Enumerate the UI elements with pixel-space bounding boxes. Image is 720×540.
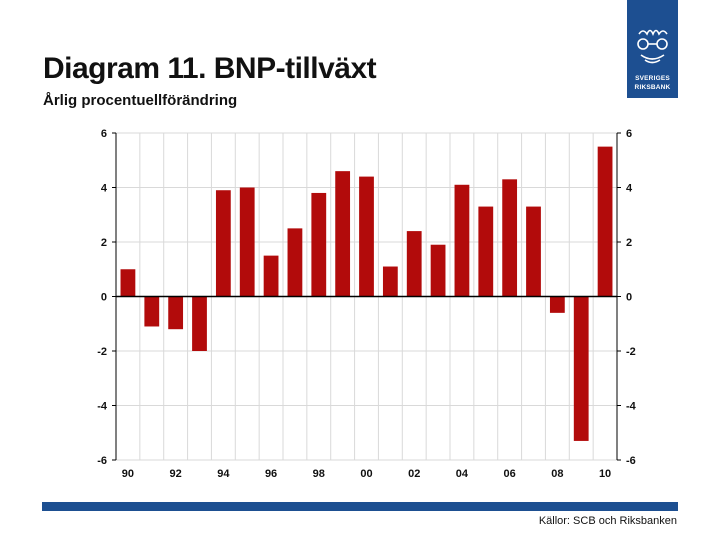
bar-1999 <box>335 171 351 297</box>
bar-1991 <box>144 296 160 327</box>
bar-2007 <box>526 206 541 297</box>
bar-2000 <box>359 176 374 297</box>
bar-2001 <box>382 266 398 297</box>
y-tick-label-left: -2 <box>97 346 107 358</box>
bar-chart: 6 64 42 20 0-2 -2-4 -4-6 -690 92 94 96 98 00 02 04 06 08… <box>97 128 637 480</box>
bar-1994 <box>215 190 231 297</box>
x-tick-label: 92 <box>170 468 182 480</box>
y-tick-label-left: -6 <box>97 455 107 467</box>
y-tick-label-left: 4 <box>101 183 108 195</box>
y-tick-label-right: 2 <box>626 237 632 249</box>
bar-1998 <box>311 192 327 297</box>
y-tick-label-right: 0 <box>626 292 632 304</box>
bar-1990 <box>120 269 136 297</box>
bar-2010 <box>597 146 613 297</box>
y-tick-label-right: 6 <box>626 128 632 140</box>
footer-bar <box>42 502 678 511</box>
bar-2009 <box>573 296 589 441</box>
x-tick-label: 04 <box>456 468 469 480</box>
x-tick-label: 00 <box>360 468 372 480</box>
x-tick-label: 08 <box>551 468 563 480</box>
y-tick-label-left: -4 <box>97 401 108 413</box>
riksbank-logo: SVERIGES RIKSBANK <box>627 0 678 98</box>
bar-2005 <box>478 206 494 297</box>
crown-emblem-icon <box>637 29 668 64</box>
x-tick-label: 02 <box>408 468 420 480</box>
bar-2006 <box>502 179 518 297</box>
y-tick-label-left: 0 <box>101 292 107 304</box>
y-tick-label-right: -6 <box>626 455 636 467</box>
chart-subtitle: Årlig procentuellförändring <box>43 92 238 109</box>
x-tick-label: 96 <box>265 468 277 480</box>
bar-1993 <box>192 296 207 351</box>
y-tick-label-right: -4 <box>626 401 637 413</box>
y-tick-label-right: 4 <box>626 183 633 195</box>
x-tick-label: 98 <box>313 468 325 480</box>
bar-1997 <box>287 228 303 297</box>
bar-2004 <box>454 184 470 297</box>
logo-text-line2: RIKSBANK <box>634 84 671 91</box>
y-tick-label-right: -2 <box>626 346 636 358</box>
x-tick-label: 90 <box>122 468 134 480</box>
x-tick-label: 94 <box>217 468 230 480</box>
bar-1992 <box>168 296 184 330</box>
bar-1995 <box>239 187 255 297</box>
source-note: Källor: SCB och Riksbanken <box>538 515 677 527</box>
bar-2008 <box>549 296 565 313</box>
x-tick-label: 10 <box>599 468 611 480</box>
logo-text-line1: SVERIGES <box>635 75 670 82</box>
bar-2003 <box>430 244 446 297</box>
bar-2002 <box>406 231 422 297</box>
x-tick-label: 06 <box>504 468 516 480</box>
bar-1996 <box>263 255 279 297</box>
y-tick-label-left: 6 <box>101 128 107 140</box>
chart-title: Diagram 11. BNP-tillväxt <box>43 52 377 85</box>
y-tick-label-left: 2 <box>101 237 107 249</box>
